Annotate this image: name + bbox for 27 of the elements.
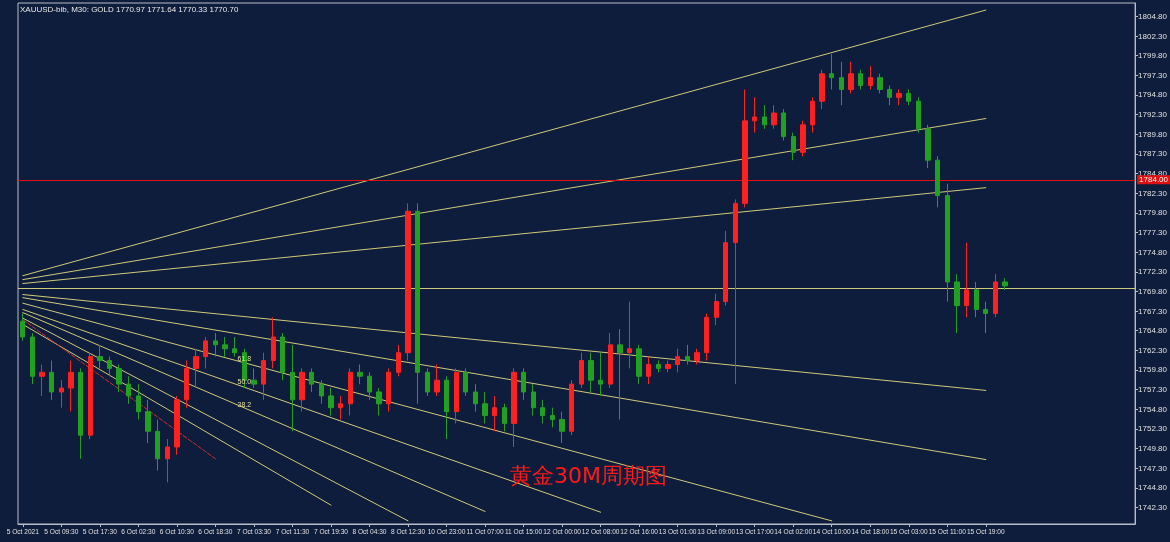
y-tick-label: 1802.30 [1138,31,1168,41]
y-tick-label: 1794.80 [1138,90,1168,100]
y-tick-label: 1787.30 [1138,149,1168,159]
y-tick-label: 1764.80 [1138,326,1168,336]
y-tick-label: 1754.80 [1138,404,1168,414]
y-tick-label: 1772.30 [1138,267,1168,277]
chart-subtitle: XAUUSD-bib, M30: GOLD 1770.97 1771.64 1770.33 1770.70 [20,4,239,14]
y-tick-label: 1744.80 [1138,483,1168,493]
y-tick-label: 1767.30 [1138,306,1168,316]
y-tick-label: 1777.30 [1138,227,1168,237]
y-tick-label: 1757.30 [1138,385,1168,395]
y-tick-label: 1749.80 [1138,444,1168,454]
y-tick-label: 1782.30 [1138,188,1168,198]
y-tick-label: 1752.30 [1138,424,1168,434]
y-tick-label: 1779.80 [1138,208,1168,218]
y-tick-label: 1742.30 [1138,503,1168,512]
y-tick-label: 1759.80 [1138,365,1168,375]
y-tick-label: 1804.80 [1138,11,1168,21]
y-tick-label: 1799.80 [1138,51,1168,61]
y-tick-label: 1769.80 [1138,286,1168,296]
y-tick-label: 1797.30 [1138,70,1168,80]
y-tick-label: 1762.30 [1138,345,1168,355]
y-tick-label: 1774.80 [1138,247,1168,257]
y-tick-label: 1792.30 [1138,110,1168,120]
ref-line-label: 1784.00 [1139,175,1169,185]
y-tick-label: 1789.80 [1138,129,1168,139]
y-tick-label: 1747.30 [1138,463,1168,473]
